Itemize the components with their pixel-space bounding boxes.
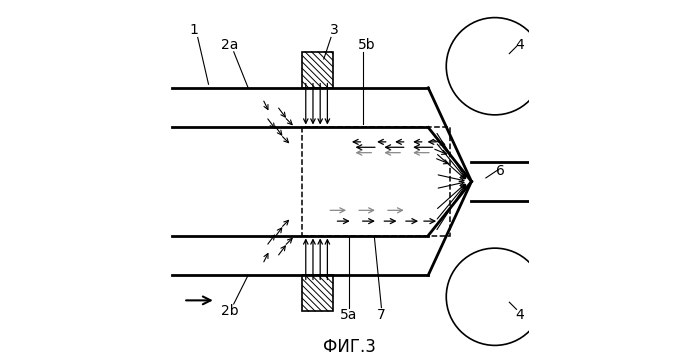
Text: 4: 4: [516, 38, 524, 52]
Bar: [302, 52, 333, 88]
Text: 2b: 2b: [221, 304, 239, 318]
Text: 5a: 5a: [341, 308, 357, 322]
Text: ФИГ.3: ФИГ.3: [322, 338, 376, 356]
Text: 2a: 2a: [221, 38, 239, 52]
Text: 6: 6: [496, 164, 505, 178]
Text: 3: 3: [330, 23, 339, 37]
Text: 7: 7: [377, 308, 386, 322]
Text: 4: 4: [516, 308, 524, 322]
Bar: [302, 127, 450, 236]
Text: 1: 1: [190, 23, 198, 37]
Text: 5b: 5b: [358, 38, 376, 52]
Bar: [302, 275, 333, 311]
